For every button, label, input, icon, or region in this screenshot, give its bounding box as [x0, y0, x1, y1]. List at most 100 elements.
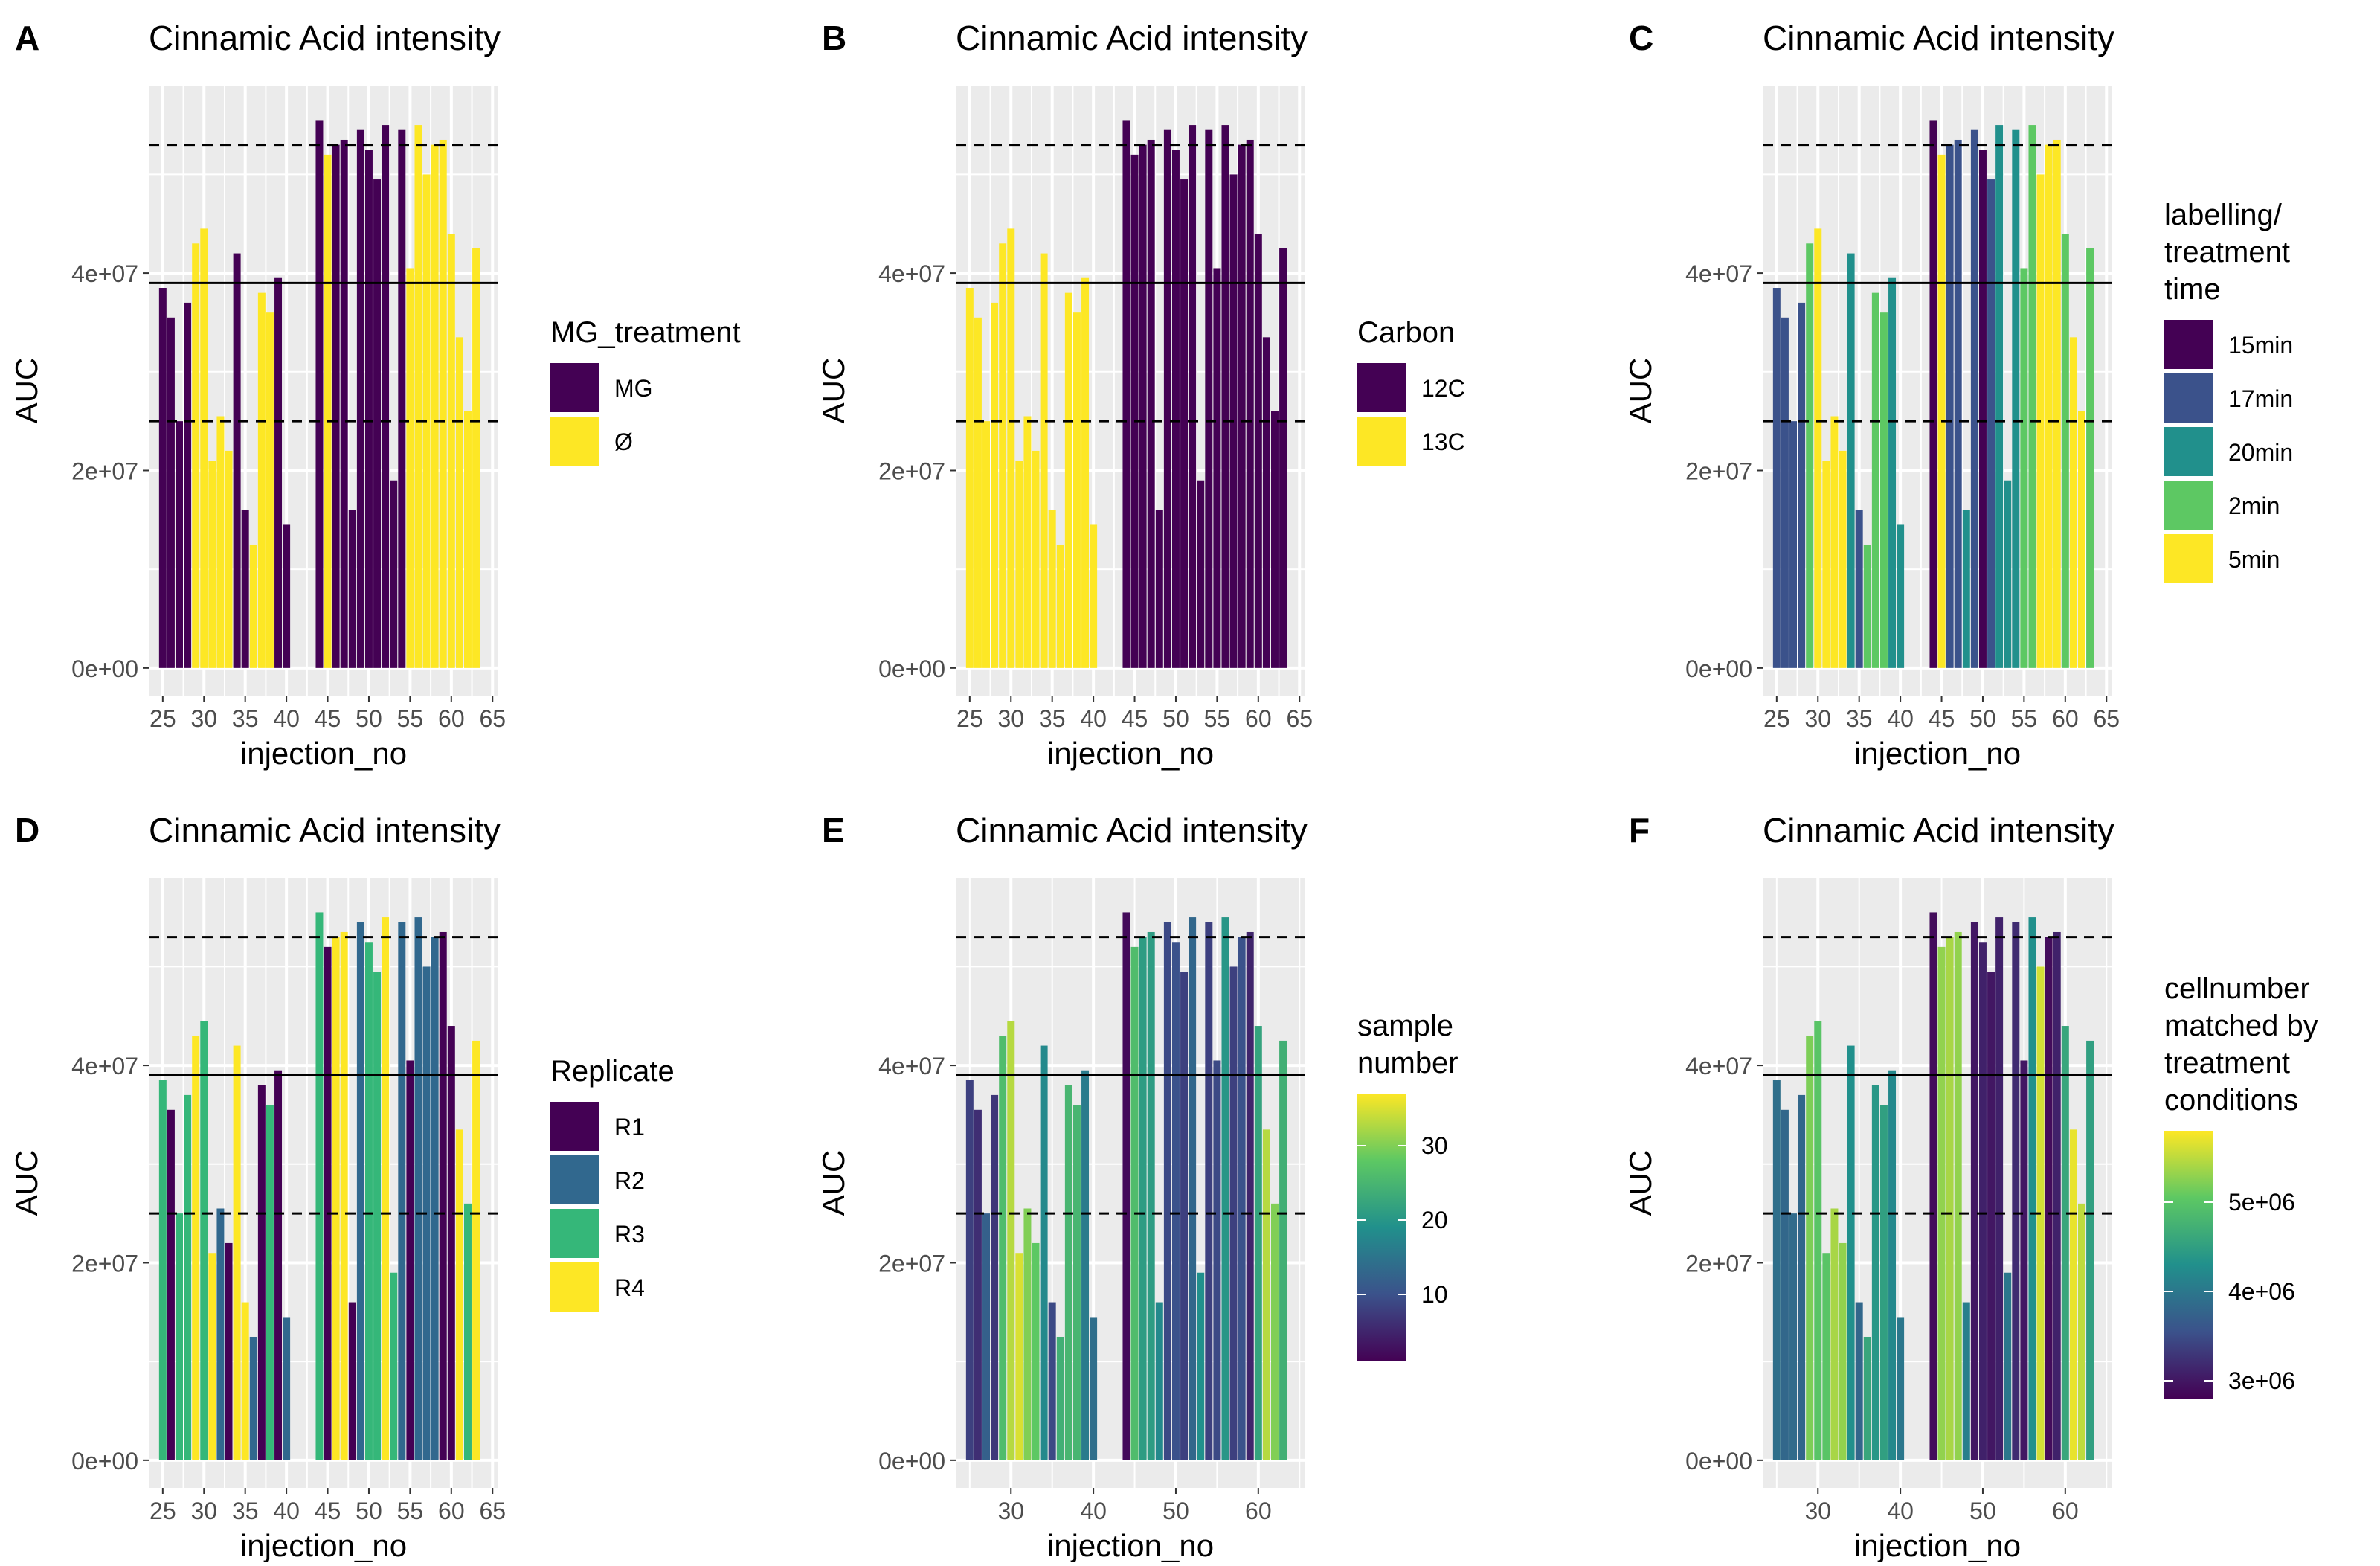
panel-label: E	[822, 811, 845, 850]
y-axis-title: AUC	[9, 1150, 44, 1216]
legend-item-label: Ø	[614, 429, 633, 455]
bar-injection-27	[982, 421, 991, 668]
bar-injection-28	[184, 302, 192, 668]
bar-injection-52	[382, 917, 390, 1460]
bar-injection-56	[1221, 917, 1229, 1460]
bar-injection-28	[991, 302, 999, 668]
y-axis-title: AUC	[816, 358, 851, 424]
bar-injection-51	[373, 179, 382, 668]
bar-injection-29	[1806, 243, 1814, 668]
x-tick-label: 40	[273, 705, 300, 732]
bar-injection-25	[1772, 288, 1781, 668]
bar-injection-61	[2069, 337, 2077, 668]
bar-injection-62	[1270, 1203, 1279, 1460]
legend-swatch	[550, 1102, 599, 1151]
x-tick-label: 55	[2011, 705, 2038, 732]
bar-injection-61	[455, 337, 463, 668]
bar-injection-36	[1863, 1336, 1871, 1460]
panel-label: F	[1629, 811, 1650, 850]
legend-item-label: R4	[614, 1274, 645, 1301]
y-tick-label: 2e+07	[71, 458, 138, 484]
bar-injection-47	[340, 931, 348, 1460]
legend-title: labelling/	[2164, 199, 2283, 231]
bar-injection-54	[398, 129, 406, 668]
bar-injection-46	[1139, 937, 1147, 1460]
x-tick-label: 40	[1080, 705, 1107, 732]
y-tick-label: 2e+07	[1685, 458, 1752, 484]
chart-title: Cinnamic Acid intensity	[1763, 811, 2114, 850]
bar-injection-38	[266, 312, 274, 668]
bar-injection-30	[1007, 1021, 1015, 1460]
bar-injection-50	[1171, 942, 1180, 1460]
bar-injection-26	[1781, 317, 1789, 668]
x-tick-label: 55	[397, 1498, 424, 1524]
bar-injection-61	[2069, 1129, 2077, 1460]
x-tick-label: 30	[997, 1498, 1024, 1524]
bar-injection-53	[390, 480, 398, 668]
x-axis-title: injection_no	[1854, 1528, 2021, 1562]
chart-title: Cinnamic Acid intensity	[1763, 19, 2114, 57]
bar-injection-26	[974, 1109, 982, 1460]
bar-injection-62	[1270, 411, 1279, 668]
x-tick-label: 60	[438, 1498, 465, 1524]
bar-injection-31	[1822, 461, 1830, 668]
bar-injection-28	[184, 1094, 192, 1460]
bar-injection-27	[1789, 1213, 1798, 1460]
legend-swatch	[550, 1209, 599, 1258]
bar-injection-54	[2012, 922, 2020, 1460]
bar-injection-33	[225, 450, 233, 668]
x-tick-label: 50	[356, 1498, 382, 1524]
chart-panel-d: D Cinnamic Acid intensity 0e+00 2e+07 4e+07 2…	[9, 811, 675, 1563]
legend-item-label: R3	[614, 1221, 645, 1248]
x-tick-label: 65	[2093, 705, 2120, 732]
bar-injection-55	[406, 268, 414, 668]
bar-injection-63	[2086, 1040, 2094, 1460]
legend: sample number 10 20 30	[1357, 1010, 1458, 1361]
bar-injection-47	[340, 139, 348, 668]
bar-injection-60	[447, 1026, 455, 1460]
legend: Carbon 12C 13C	[1357, 316, 1465, 466]
bar-injection-31	[208, 1253, 216, 1460]
y-tick-label: 4e+07	[878, 260, 945, 287]
bar-injection-52	[1189, 125, 1197, 668]
bar-injection-40	[1897, 1317, 1905, 1460]
bar-injection-49	[1163, 922, 1171, 1460]
bar-injection-27	[1789, 421, 1798, 668]
bar-injection-53	[2004, 480, 2012, 668]
bar-injection-58	[2045, 937, 2053, 1460]
legend-swatch	[1357, 363, 1406, 412]
bar-injection-32	[1023, 1208, 1032, 1460]
bar-injection-55	[1213, 1060, 1221, 1460]
bar-injection-56	[2028, 917, 2036, 1460]
bar-injection-54	[1205, 129, 1213, 668]
x-tick-label: 35	[232, 705, 259, 732]
x-tick-label: 25	[149, 1498, 176, 1524]
y-axis-title: AUC	[816, 1150, 851, 1216]
bar-injection-40	[283, 524, 291, 668]
y-tick-label: 2e+07	[1685, 1250, 1752, 1277]
bar-injection-46	[1946, 144, 1954, 668]
bar-injection-60	[1254, 1026, 1262, 1460]
bar-injection-35	[1855, 510, 1863, 668]
bar-injection-55	[1213, 268, 1221, 668]
x-tick-label: 40	[1887, 705, 1914, 732]
x-tick-label: 25	[956, 705, 983, 732]
x-tick-label: 65	[1286, 705, 1313, 732]
x-tick-label: 45	[315, 1498, 341, 1524]
x-tick-label: 50	[1969, 1498, 1996, 1524]
colorbar-tick-label: 20	[1421, 1207, 1448, 1233]
bar-injection-52	[1995, 125, 2004, 668]
bar-injection-39	[274, 277, 283, 668]
legend-swatch	[550, 1155, 599, 1204]
x-axis-title: injection_no	[240, 736, 407, 771]
bar-injection-39	[274, 1070, 283, 1460]
bar-injection-34	[1847, 253, 1855, 668]
bar-injection-29	[1806, 1036, 1814, 1460]
x-tick-label: 50	[356, 705, 382, 732]
bar-injection-54	[2012, 129, 2020, 668]
bar-injection-55	[2020, 1060, 2028, 1460]
bar-injection-51	[1987, 972, 1995, 1460]
bar-injection-28	[1798, 302, 1806, 668]
bar-injection-62	[463, 411, 472, 668]
